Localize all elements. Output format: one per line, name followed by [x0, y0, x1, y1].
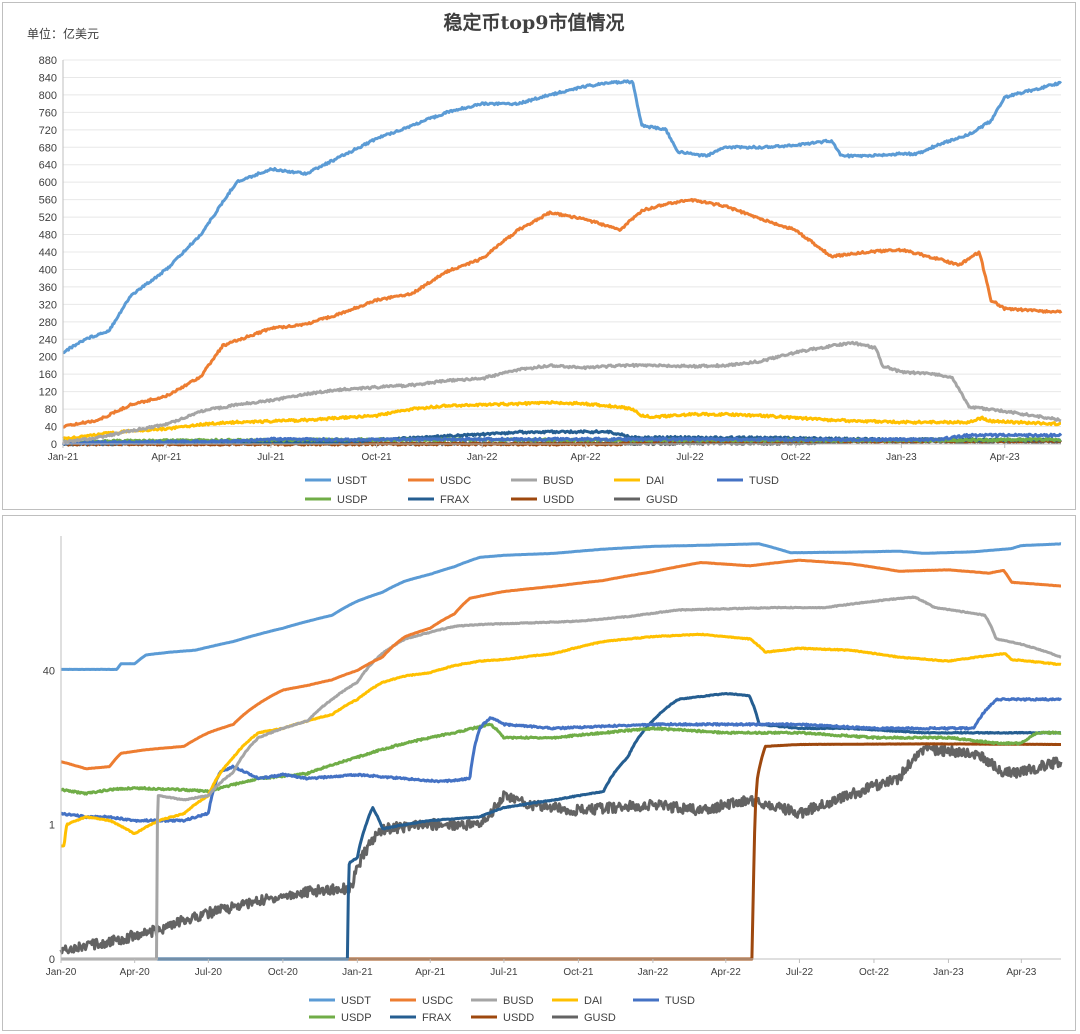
y-tick-label: 800	[39, 90, 57, 102]
x-tick-label: Jan-22	[638, 967, 669, 978]
legend-label-usdp: USDP	[341, 1012, 372, 1024]
legend-label-usdd: USDD	[543, 494, 574, 506]
y-tick-label: 880	[39, 55, 57, 67]
x-tick-label: Oct-22	[781, 452, 811, 463]
x-tick-label: Jul-21	[257, 452, 285, 463]
y-tick-label: 520	[39, 212, 57, 224]
y-tick-label: 280	[39, 317, 57, 329]
series-line-usdc	[62, 197, 1063, 429]
series-line-dai	[60, 632, 1062, 848]
top-chart-panel: 稳定币top9市值情况 单位：亿美元 0 40 80 120 160 200 240 280 3…	[2, 2, 1076, 510]
series-line-busd	[60, 595, 1062, 961]
series-line-gusd	[59, 743, 1063, 955]
series-line-usdt	[62, 79, 1063, 355]
x-tick-label: Apr-23	[990, 452, 1020, 463]
series-line-usdd	[60, 742, 1062, 961]
series-line-dai	[62, 400, 1062, 441]
series-line-usdc	[60, 558, 1062, 771]
x-tick-label: Jul-22	[676, 452, 704, 463]
y-tick-label: 80	[45, 404, 57, 416]
series-line-usdp	[60, 722, 1062, 796]
top-chart-svg: 稳定币top9市值情况 单位：亿美元 0 40 80 120 160 200 240 280 3…	[27, 11, 1063, 506]
x-tick-label: Oct-20	[268, 967, 298, 978]
x-tick-label: Apr-20	[120, 967, 150, 978]
x-tick-label: Apr-22	[571, 452, 601, 463]
legend-label-frax: FRAX	[422, 1012, 452, 1024]
y-tick-label: 40	[45, 422, 57, 434]
x-tick-label: Jan-21	[342, 967, 373, 978]
x-tick-label: Apr-23	[1006, 967, 1036, 978]
legend-label-usdt: USDT	[341, 995, 371, 1007]
bottom-chart-panel: 0 1 40 Jan-20 Apr-20 Jul-20 Oct-20 Jan-21 Apr-21…	[2, 515, 1076, 1031]
x-tick-label: Apr-22	[711, 967, 741, 978]
y-tick-label: 200	[39, 352, 57, 364]
x-tick-label: Jul-22	[786, 967, 814, 978]
y-tick-label: 600	[39, 177, 57, 189]
series-line-tusd	[61, 432, 1063, 446]
y-tick-label: 480	[39, 230, 57, 242]
y-tick-label: 120	[39, 387, 57, 399]
legend-label-usdp: USDP	[337, 494, 368, 506]
x-tick-label: Oct-21	[563, 967, 593, 978]
x-tick-label: Jan-21	[48, 452, 79, 463]
x-tick-label: Jan-22	[467, 452, 498, 463]
legend-label-tusd: TUSD	[749, 475, 779, 487]
chart-title: 稳定币top9市值情况	[444, 11, 625, 34]
y-tick-label: 400	[39, 264, 57, 276]
legend-label-dai: DAI	[646, 475, 664, 487]
y-tick-label: 840	[39, 72, 57, 84]
legend-label-busd: BUSD	[543, 475, 574, 487]
legend-label-usdt: USDT	[337, 475, 367, 487]
y-tick-label: 560	[39, 195, 57, 207]
bottom-chart-svg: 0 1 40 Jan-20 Apr-20 Jul-20 Oct-20 Jan-21 Apr-21…	[43, 536, 1063, 1024]
y-tick-label: 160	[39, 369, 57, 381]
y-tick-label: 40	[43, 665, 55, 677]
legend-label-dai: DAI	[584, 995, 602, 1007]
legend-label-usdd: USDD	[503, 1012, 534, 1024]
legend-label-gusd: GUSD	[646, 494, 678, 506]
legend-label-tusd: TUSD	[665, 995, 695, 1007]
y-tick-label: 0	[49, 954, 55, 966]
legend-label-frax: FRAX	[440, 494, 470, 506]
x-tick-label: Oct-22	[859, 967, 889, 978]
y-tick-label: 240	[39, 334, 57, 346]
y-tick-label: 760	[39, 107, 57, 119]
y-tick-label: 1	[49, 820, 55, 832]
x-tick-label: Jan-20	[46, 967, 77, 978]
x-tick-label: Oct-21	[362, 452, 392, 463]
x-tick-label: Jan-23	[933, 967, 964, 978]
series-line-tusd	[60, 697, 1063, 823]
x-tick-label: Jul-21	[490, 967, 518, 978]
x-tick-label: Apr-21	[151, 452, 181, 463]
unit-label: 单位：亿美元	[27, 26, 99, 41]
legend-label-gusd: GUSD	[584, 1012, 616, 1024]
legend-label-usdc: USDC	[422, 995, 453, 1007]
y-tick-label: 360	[39, 282, 57, 294]
y-tick-label: 440	[39, 247, 57, 259]
series-line-usdt	[60, 542, 1062, 671]
x-tick-label: Jul-20	[195, 967, 223, 978]
y-tick-label: 680	[39, 142, 57, 154]
y-tick-label: 320	[39, 299, 57, 311]
x-tick-label: Jan-23	[886, 452, 917, 463]
series-line-busd	[62, 340, 1062, 444]
legend-label-usdc: USDC	[440, 475, 471, 487]
y-tick-label: 640	[39, 160, 57, 172]
y-tick-label: 0	[51, 439, 57, 451]
y-tick-label: 720	[39, 125, 57, 137]
legend-label-busd: BUSD	[503, 995, 534, 1007]
x-tick-label: Apr-21	[415, 967, 445, 978]
